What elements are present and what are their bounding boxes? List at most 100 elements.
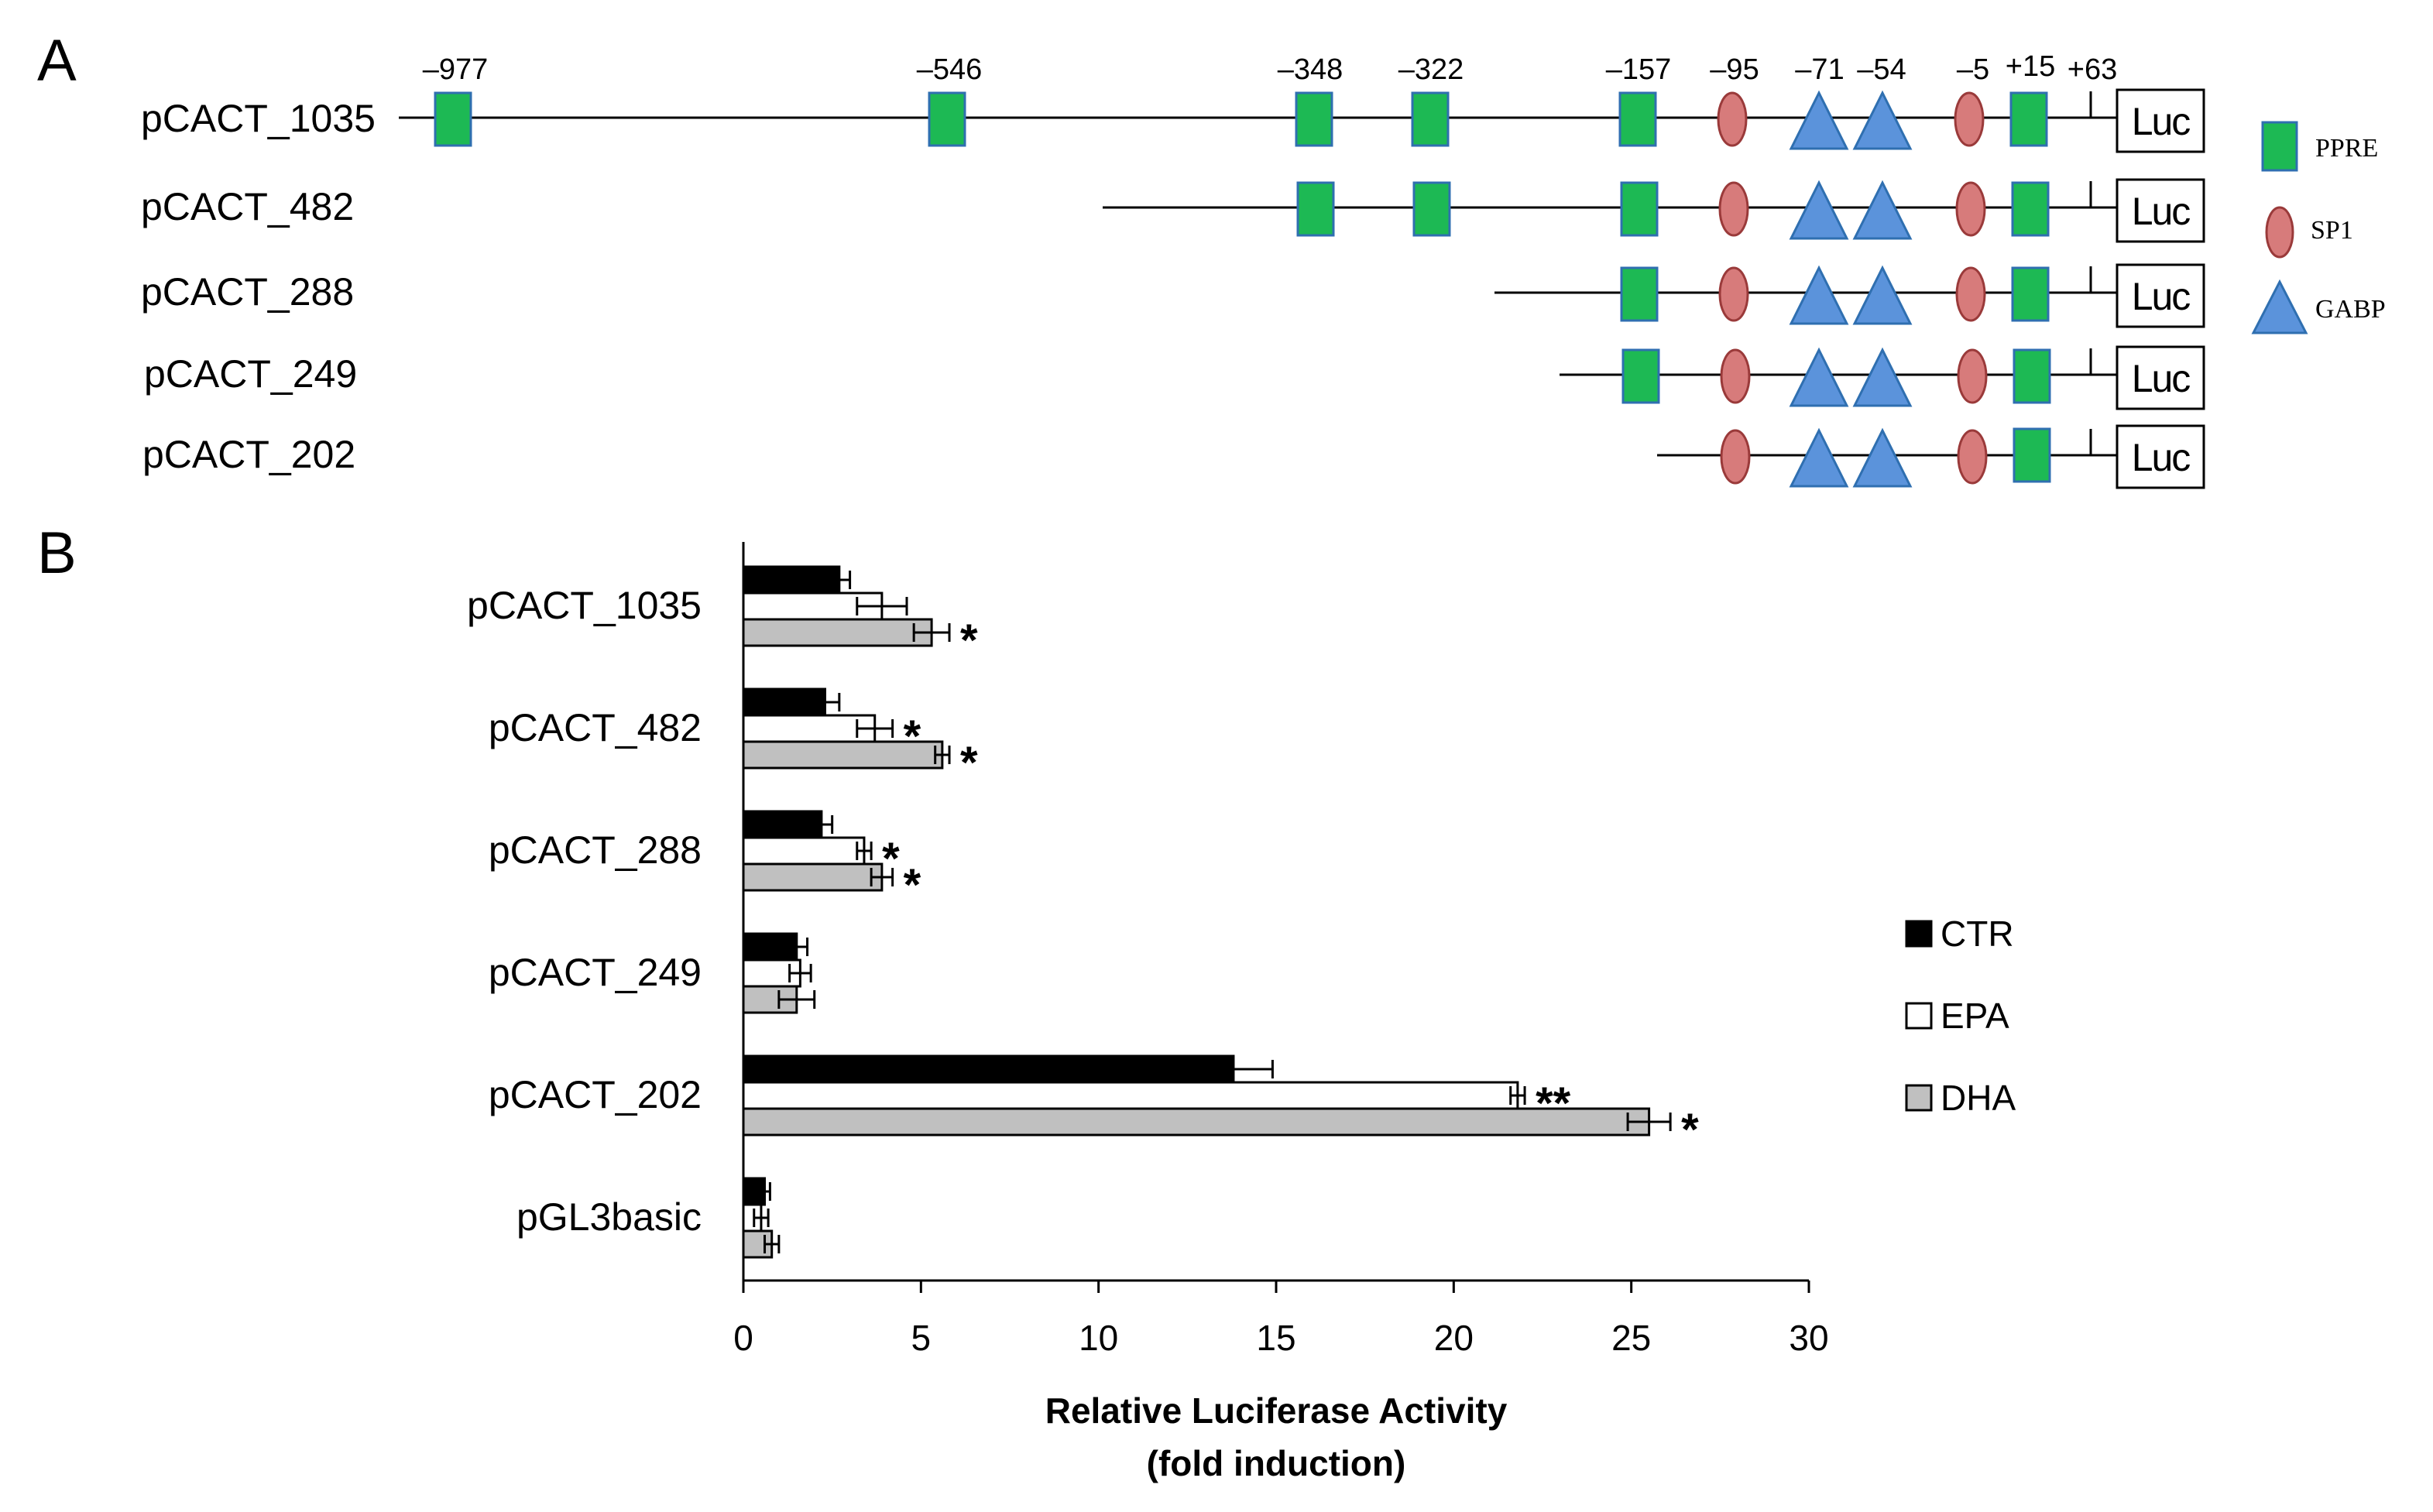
sp1-site: [1955, 266, 1986, 322]
position-label: –95: [1710, 53, 1759, 86]
sp1-site: [1717, 91, 1748, 147]
panel-b-letter: B: [37, 520, 77, 586]
sp1-site: [1955, 181, 1986, 237]
position-label: –54: [1857, 53, 1906, 86]
bar-dha: [742, 740, 944, 770]
ppre-site: [1411, 91, 1450, 147]
construct-label: pCACT_482: [141, 185, 354, 228]
sp1-site: [1957, 429, 1988, 485]
sp1-site: [1957, 348, 1988, 404]
construct-row-249: pCACT_249 Luc: [144, 345, 2205, 410]
category-label: pCACT_1035: [467, 584, 702, 627]
luc-box: [2116, 88, 2205, 153]
legend-swatch-ctr: [1905, 920, 1933, 948]
sp1-site: [1720, 429, 1751, 485]
legend-label-epa: EPA: [1941, 996, 2009, 1036]
gabp-site: [1789, 265, 1849, 325]
ppre-site: [1620, 181, 1659, 237]
construct-row-288: pCACT_288 Luc: [141, 263, 2205, 328]
position-label: –322: [1398, 53, 1464, 86]
sp1-site: [1718, 266, 1749, 322]
ppre-site: [1618, 91, 1657, 147]
luc-label: Luc: [2132, 436, 2191, 479]
construct-row-482: pCACT_482 Luc: [141, 178, 2205, 243]
bar-dha: [742, 862, 884, 892]
position-label: –977: [423, 53, 489, 86]
ppre-site: [434, 91, 472, 147]
gabp-site: [1789, 90, 1849, 150]
gabp-site: [1789, 180, 1849, 240]
x-tick-label: 25: [1611, 1318, 1651, 1358]
luc-box: [2116, 263, 2205, 328]
ppre-site: [2013, 348, 2051, 404]
category-label: pCACT_482: [489, 706, 702, 749]
ppre-site: [2009, 91, 2048, 147]
significance-marker: *: [960, 615, 978, 666]
gabp-site: [1852, 427, 1913, 488]
position-label: +63: [2068, 53, 2117, 86]
position-label: –546: [917, 53, 983, 86]
construct-label: pCACT_288: [141, 270, 354, 314]
sp1-site: [1720, 348, 1751, 404]
construct-row-1035: pCACT_1035 Luc: [141, 88, 2205, 153]
construct-label: pCACT_202: [142, 433, 355, 476]
gabp-site: [1852, 265, 1913, 325]
ppre-site: [2011, 181, 2050, 237]
ppre-site: [928, 91, 966, 147]
ppre-site: [1296, 181, 1335, 237]
ppre-site: [1295, 91, 1333, 147]
ppre-site: [1621, 348, 1660, 404]
x-axis-title-line2: (fold induction): [1147, 1443, 1406, 1483]
luc-box: [2116, 345, 2205, 410]
x-tick-label: 0: [733, 1318, 753, 1358]
position-label: –5: [1957, 53, 1989, 86]
construct-label: pCACT_249: [144, 352, 357, 396]
category-label: pCACT_249: [489, 951, 702, 994]
luc-label: Luc: [2132, 100, 2191, 143]
gabp-legend-label: GABP: [2315, 295, 2386, 324]
sp1-legend-label: SP1: [2311, 216, 2353, 245]
luc-label: Luc: [2132, 275, 2191, 318]
x-tick-label: 10: [1079, 1318, 1118, 1358]
legend-swatch-epa: [1905, 1002, 1933, 1030]
panel-a-legend: PPRE SP1 GABP: [2251, 121, 2386, 334]
significance-marker: *: [882, 834, 900, 884]
gabp-legend-icon: [2251, 279, 2308, 334]
bar-dha: [742, 1107, 1651, 1137]
panel-a-letter: A: [37, 28, 77, 94]
bar-epa: [742, 1081, 1519, 1110]
ppre-site: [2013, 427, 2051, 483]
position-label: +15: [2006, 50, 2055, 83]
bar-chart: *pCACT_1035**pCACT_482**pCACT_288pCACT_2…: [467, 542, 2016, 1483]
bar-ctr: [742, 1054, 1235, 1084]
gabp-site: [1789, 427, 1849, 488]
x-tick-label: 15: [1256, 1318, 1295, 1358]
gabp-site: [1852, 90, 1913, 150]
ppre-site: [1412, 181, 1451, 237]
x-tick-label: 30: [1789, 1318, 1828, 1358]
position-label: –348: [1278, 53, 1343, 86]
luc-label: Luc: [2132, 357, 2191, 400]
significance-marker: *: [960, 738, 978, 788]
category-label: pCACT_288: [489, 828, 702, 872]
construct-label: pCACT_1035: [141, 97, 376, 140]
construct-row-202: pCACT_202 Luc: [142, 424, 2205, 489]
significance-marker: *: [904, 860, 921, 910]
bar-epa: [742, 714, 877, 743]
sp1-site: [1954, 91, 1985, 147]
x-tick-label: 20: [1434, 1318, 1474, 1358]
category-label: pGL3basic: [516, 1195, 702, 1239]
ppre-legend-icon: [2261, 121, 2298, 172]
bar-ctr: [742, 565, 841, 595]
ppre-legend-label: PPRE: [2315, 134, 2378, 163]
ppre-site: [1620, 266, 1659, 322]
significance-marker: *: [1681, 1105, 1699, 1155]
legend-swatch-dha: [1905, 1084, 1933, 1112]
position-label: –71: [1795, 53, 1844, 86]
position-labels: –977 –546 –348 –322 –157 –95 –71 –54 –5 …: [423, 50, 2118, 86]
category-label: pCACT_202: [489, 1073, 702, 1116]
legend-label-dha: DHA: [1941, 1078, 2016, 1118]
bar-dha: [742, 618, 933, 647]
x-tick-label: 5: [911, 1318, 932, 1358]
